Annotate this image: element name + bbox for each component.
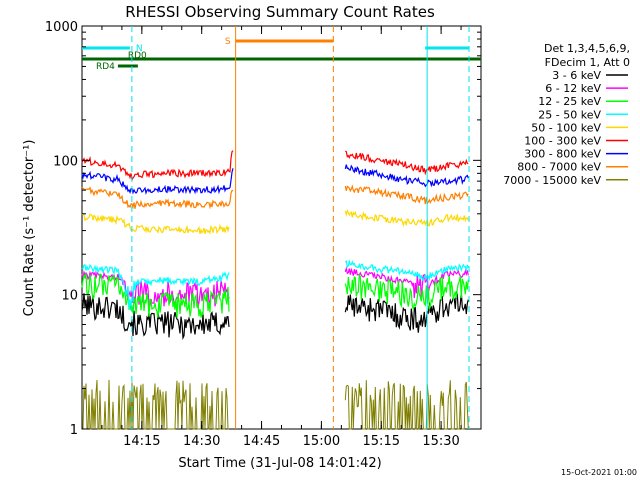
series-6 (81, 164, 469, 195)
series-4-segment-0 (81, 213, 230, 235)
x-tick-label-0: 14:15 (123, 434, 160, 449)
series-4-segment-1 (344, 209, 469, 228)
series-5 (81, 150, 469, 182)
legend-entry-2: 12 - 25 keV (538, 95, 601, 108)
y-tick-label-3: 1000 (45, 20, 78, 35)
flag-label-2: RD4 (96, 62, 115, 72)
series-6-segment-0 (81, 168, 234, 195)
series-3 (81, 259, 469, 310)
flag-label-1: RD0 (128, 51, 147, 61)
plot-frame (81, 25, 482, 430)
series-6-segment-1 (344, 164, 469, 188)
series-3-segment-1 (344, 259, 469, 282)
legend-header-line-2: FDecim 1, Att 0 (545, 56, 630, 69)
legend-entry-4: 50 - 100 keV (531, 121, 601, 134)
series-4 (81, 209, 469, 235)
series-1-segment-0 (81, 269, 230, 309)
legend-entry-0: 3 - 6 keV (552, 69, 601, 82)
series-1 (81, 266, 469, 309)
legend-entry-3: 25 - 50 keV (538, 108, 601, 121)
series-8 (82, 379, 469, 430)
y-tick-label-2: 100 (53, 154, 78, 169)
x-tick-label-4: 15:15 (363, 434, 400, 449)
series-0-segment-1 (344, 291, 469, 333)
legend-entry-5: 100 - 300 keV (524, 135, 601, 148)
y-tick-label-1: 10 (61, 289, 78, 304)
x-tick-label-5: 15:30 (422, 434, 459, 449)
series-5-segment-0 (81, 150, 234, 182)
series-7-segment-1 (344, 184, 469, 206)
series-7 (81, 184, 469, 210)
x-axis-label: Start Time (31-Jul-08 14:01:42) (178, 456, 381, 471)
footer-timestamp: 15-Oct-2021 01:00 (561, 468, 637, 477)
chart-title: RHESSI Observing Summary Count Rates (125, 3, 435, 21)
markers-layer (131, 26, 470, 429)
y-tick-label-0: 1 (70, 423, 78, 438)
series-0-segment-0 (81, 293, 230, 341)
plot-area (81, 25, 482, 430)
series-1-segment-1 (344, 266, 469, 300)
legend-entry-7: 800 - 7000 keV (517, 161, 601, 174)
series-5-segment-1 (345, 150, 469, 176)
axes-layer: 1 10 100 1000 14:15 14:30 14:45 15:00 15:15 15:30 (45, 20, 482, 449)
legend-header-line-1: Det 1,3,4,5,6,9, (544, 42, 630, 55)
legend-entry-8: 7000 - 15000 keV (503, 174, 601, 187)
series-2-segment-1 (344, 273, 469, 310)
series-7-segment-0 (81, 186, 234, 210)
y-axis-label: Count Rate (s⁻¹ detector⁻¹) (22, 140, 37, 317)
x-tick-label-2: 14:45 (243, 434, 280, 449)
flag-label-3: S (225, 37, 231, 47)
series-8-segment-1 (344, 380, 469, 430)
flag-label-0: N (136, 44, 143, 54)
series-8-segment-0 (82, 379, 229, 430)
series-layer (81, 150, 469, 430)
series-3-segment-0 (81, 263, 230, 310)
x-tick-label-1: 14:30 (183, 434, 220, 449)
series-0 (81, 291, 469, 341)
legend: Det 1,3,4,5,6,9, FDecim 1, Att 0 3 - 6 k… (503, 42, 630, 187)
legend-entry-6: 300 - 800 keV (524, 148, 601, 161)
series-2-segment-0 (81, 273, 230, 318)
legend-entry-1: 6 - 12 keV (545, 82, 601, 95)
x-tick-label-3: 15:00 (303, 434, 340, 449)
series-2 (81, 273, 469, 318)
